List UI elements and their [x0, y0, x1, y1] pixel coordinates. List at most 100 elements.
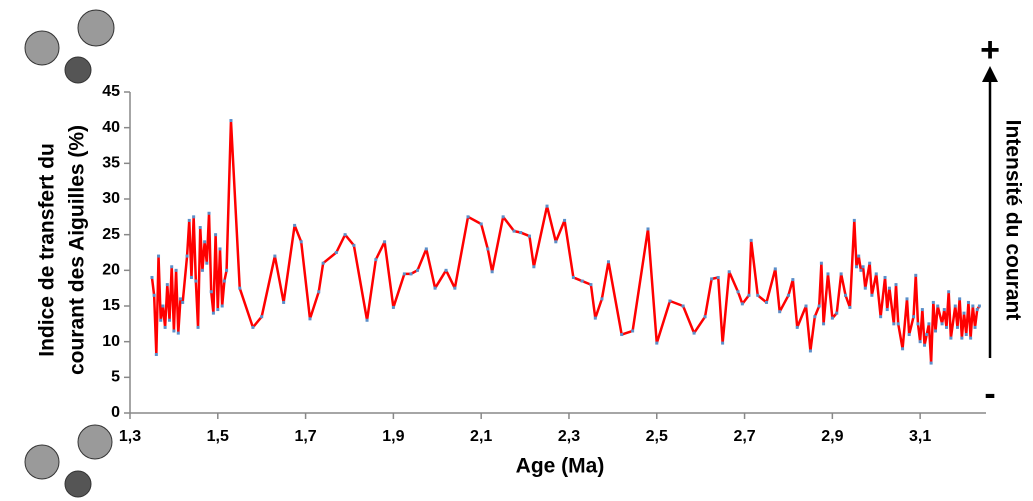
- data-point: [222, 279, 226, 283]
- data-point: [710, 277, 714, 281]
- data-point: [918, 340, 922, 344]
- data-point: [940, 322, 944, 326]
- data-point: [953, 304, 957, 308]
- data-point: [896, 322, 900, 326]
- data-point: [931, 300, 935, 304]
- data-point: [163, 325, 167, 329]
- data-point: [973, 325, 977, 329]
- data-point: [971, 304, 975, 308]
- data-point: [927, 322, 931, 326]
- data-point: [501, 215, 505, 219]
- data-point: [293, 223, 297, 227]
- data-point: [848, 305, 852, 309]
- data-point: [178, 297, 182, 301]
- data-point: [238, 286, 242, 290]
- data-point: [716, 275, 720, 279]
- data-point: [962, 311, 966, 315]
- data-point: [194, 279, 198, 283]
- data-point: [466, 215, 470, 219]
- data-point: [321, 261, 325, 265]
- data-point: [852, 218, 856, 222]
- data-point: [855, 265, 859, 269]
- data-point: [966, 300, 970, 304]
- x-tick-label: 2,7: [733, 428, 755, 445]
- data-point: [885, 308, 889, 312]
- data-point: [554, 240, 558, 244]
- x-tick-label: 2,3: [558, 428, 580, 445]
- data-point: [174, 268, 178, 272]
- minus-sign: -: [984, 375, 995, 413]
- data-point: [196, 325, 200, 329]
- data-point: [773, 267, 777, 271]
- data-point: [749, 238, 753, 242]
- data-point: [299, 240, 303, 244]
- data-point: [152, 293, 156, 297]
- data-point: [229, 119, 233, 123]
- y-tick-label: 25: [102, 226, 120, 243]
- x-tick-label: 2,5: [646, 428, 668, 445]
- data-point: [161, 304, 165, 308]
- data-point: [923, 343, 927, 347]
- data-point: [958, 297, 962, 301]
- x-tick-label: 1,7: [294, 428, 316, 445]
- data-point: [218, 247, 222, 251]
- data-point: [703, 315, 707, 319]
- data-point: [383, 240, 387, 244]
- data-point: [170, 265, 174, 269]
- data-point: [736, 290, 740, 294]
- data-point: [914, 273, 918, 277]
- data-point: [883, 275, 887, 279]
- plus-sign: +: [980, 31, 1000, 69]
- data-point: [936, 304, 940, 308]
- data-point: [185, 254, 189, 258]
- data-point: [791, 278, 795, 282]
- data-point: [925, 333, 929, 337]
- y-axis-label: Indice de transfert du: [36, 143, 59, 357]
- data-point: [225, 268, 229, 272]
- y-tick-label: 5: [111, 369, 120, 386]
- data-point: [905, 297, 909, 301]
- data-point: [795, 325, 799, 329]
- x-tick-label: 1,3: [119, 428, 141, 445]
- data-point: [804, 304, 808, 308]
- data-point: [251, 325, 255, 329]
- data-point: [912, 315, 916, 319]
- data-point: [907, 333, 911, 337]
- data-point: [765, 300, 769, 304]
- data-point: [668, 299, 672, 303]
- data-point: [727, 270, 731, 274]
- data-point: [721, 341, 725, 345]
- data-point: [486, 247, 490, 251]
- data-point: [655, 341, 659, 345]
- data-point: [519, 231, 523, 235]
- data-point: [479, 222, 483, 226]
- intensity-label: Intensité du courant: [1001, 120, 1024, 321]
- y-tick-label: 20: [102, 262, 120, 279]
- data-point: [391, 305, 395, 309]
- data-point: [150, 275, 154, 279]
- data-point: [892, 322, 896, 326]
- data-point: [317, 290, 321, 294]
- data-point: [589, 283, 593, 287]
- data-point: [159, 318, 163, 322]
- data-point: [863, 286, 867, 290]
- y-tick-label: 10: [102, 333, 120, 350]
- data-point: [512, 229, 516, 233]
- x-tick-label: 1,5: [207, 428, 229, 445]
- data-point: [207, 211, 211, 215]
- data-point: [200, 268, 204, 272]
- data-point: [205, 261, 209, 265]
- data-point: [580, 279, 584, 283]
- x-tick-label: 1,9: [382, 428, 404, 445]
- data-point: [606, 260, 610, 264]
- data-point: [839, 272, 843, 276]
- data-point: [593, 316, 597, 320]
- data-point: [813, 315, 817, 319]
- y-tick-label: 30: [102, 190, 120, 207]
- data-point: [343, 233, 347, 237]
- data-point: [365, 318, 369, 322]
- foram-top: [24, 9, 115, 84]
- data-point: [416, 268, 420, 272]
